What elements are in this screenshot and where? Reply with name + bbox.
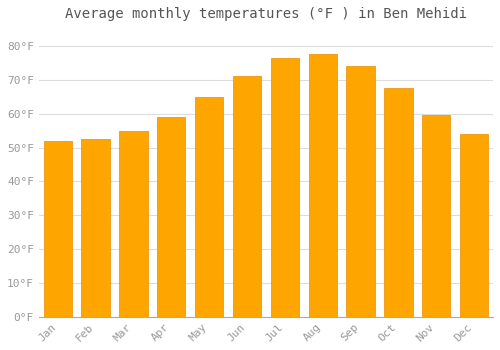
Bar — [270, 58, 299, 317]
Bar — [82, 139, 110, 317]
Bar — [44, 141, 72, 317]
Bar — [460, 134, 488, 317]
Bar — [346, 66, 375, 317]
Bar — [195, 97, 224, 317]
Bar — [119, 131, 148, 317]
Bar — [422, 116, 450, 317]
Bar — [157, 117, 186, 317]
Title: Average monthly temperatures (°F ) in Ben Mehidi: Average monthly temperatures (°F ) in Be… — [65, 7, 467, 21]
Bar — [384, 88, 412, 317]
Bar — [308, 55, 337, 317]
Bar — [233, 76, 261, 317]
